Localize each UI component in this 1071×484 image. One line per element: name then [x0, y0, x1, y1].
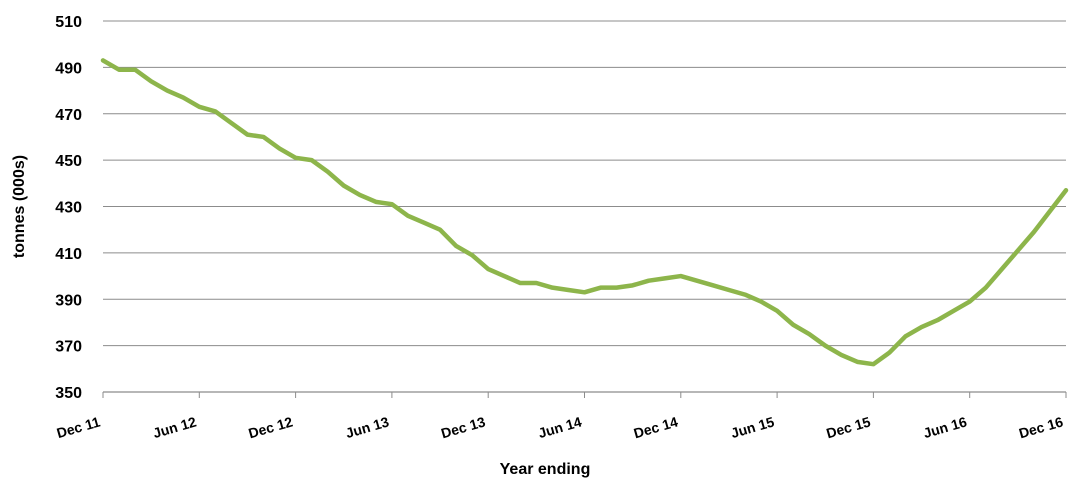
x-tick-label: Jun 12 — [151, 413, 198, 441]
x-tick-label: Jun 15 — [729, 413, 776, 441]
x-tick-label: Dec 13 — [439, 413, 487, 441]
gridlines — [102, 20, 1067, 398]
y-tick-label: 410 — [55, 246, 82, 263]
x-tick-label: Jun 16 — [921, 413, 968, 441]
y-tick-label: 350 — [55, 385, 82, 402]
x-tick-label: Dec 11 — [55, 413, 102, 441]
y-tick-label: 430 — [55, 200, 82, 217]
y-tick-label: 370 — [55, 339, 82, 356]
x-tick-label: Jun 13 — [344, 413, 391, 441]
x-tick-label: Dec 15 — [824, 413, 872, 441]
series-layer — [100, 58, 1069, 367]
y-axis-tick-labels: 350 370 390 410 430 450 470 490 510 — [55, 14, 82, 402]
y-tick-label: 450 — [55, 153, 82, 170]
y-tick-label: 470 — [55, 107, 82, 124]
x-axis-tick-labels: Dec 11 Jun 12 Dec 12 Jun 13 Dec 13 Jun 14 Dec … — [55, 413, 1065, 441]
series-line — [100, 58, 1069, 367]
x-tick-label: Dec 12 — [247, 413, 295, 441]
x-tick-label: Dec 14 — [632, 413, 680, 441]
x-tick-label: Jun 14 — [536, 413, 583, 441]
x-axis-title: Year ending — [500, 461, 591, 478]
y-tick-label: 510 — [55, 14, 82, 31]
y-tick-label: 390 — [55, 292, 82, 309]
y-tick-label: 490 — [55, 60, 82, 77]
x-tick-label: Dec 16 — [1017, 413, 1065, 441]
y-axis-title: tonnes (000s) — [11, 155, 28, 258]
